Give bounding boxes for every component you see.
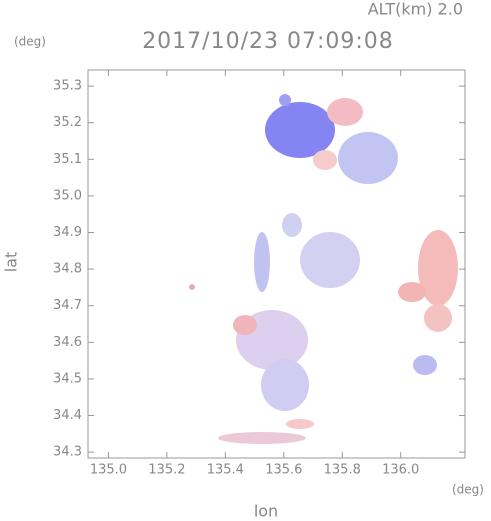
y-tick-label: 34.7 [53,298,82,313]
echo-region [413,355,437,375]
y-tick-label: 35.0 [53,188,82,203]
echo-region [338,132,398,184]
x-tick-label: 135.0 [90,463,127,478]
y-tick-label: 34.6 [53,335,82,350]
echo-region [398,282,426,302]
y-axis-label: lat [2,252,21,273]
y-tick-label: 34.5 [53,371,82,386]
y-tick-label: 34.4 [53,408,82,423]
echo-field [189,94,458,444]
echo-region [265,102,335,158]
x-tick-label: 135.6 [265,463,302,478]
x-tick-label: 136.0 [382,463,419,478]
y-tick-label: 35.3 [53,79,82,94]
y-tick-label: 35.1 [53,152,82,167]
echo-region [189,284,195,290]
echo-region [279,94,291,106]
chart-title: 2017/10/23 07:09:08 [142,29,394,54]
y-unit: (deg) [14,35,46,49]
echo-region [254,232,270,292]
x-unit: (deg) [452,483,484,497]
y-tick-label: 34.9 [53,225,82,240]
echo-region [313,150,337,170]
echo-region [424,304,452,332]
y-tick-label: 35.2 [53,115,82,130]
y-tick-label: 34.8 [53,262,82,277]
echo-region [286,419,314,429]
echo-region [300,232,360,288]
x-tick-label: 135.8 [324,463,361,478]
x-axis-label: lon [254,502,278,521]
echo-region [418,230,458,306]
echo-region [233,315,257,335]
plot-frame [87,69,466,459]
y-tick-label: 34.3 [53,445,82,460]
altitude-label: ALT(km) 2.0 [368,0,463,19]
x-tick-label: 135.2 [148,463,185,478]
x-tick-label: 135.4 [207,463,244,478]
echo-region [282,213,302,237]
echo-region [218,432,306,444]
echo-region [261,359,309,411]
echo-region [327,98,363,126]
